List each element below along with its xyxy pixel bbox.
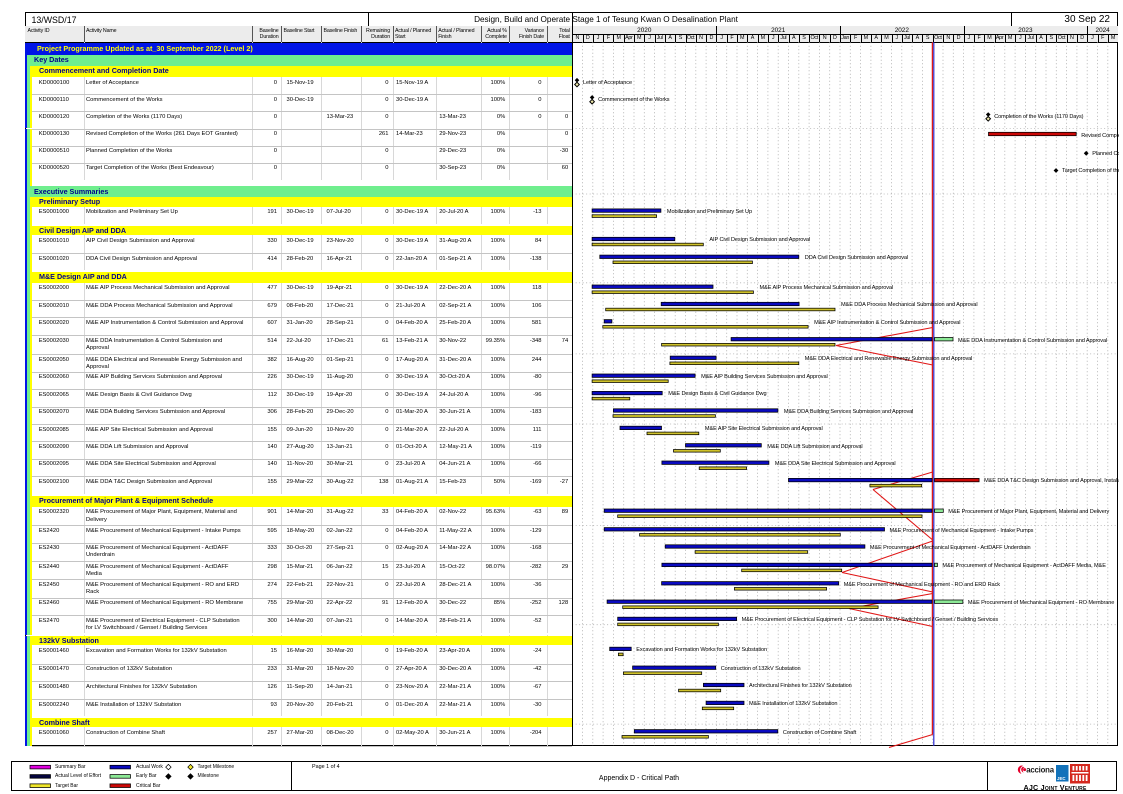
svg-text:acciona: acciona	[1026, 766, 1055, 775]
svg-text:JEC: JEC	[1057, 776, 1066, 781]
